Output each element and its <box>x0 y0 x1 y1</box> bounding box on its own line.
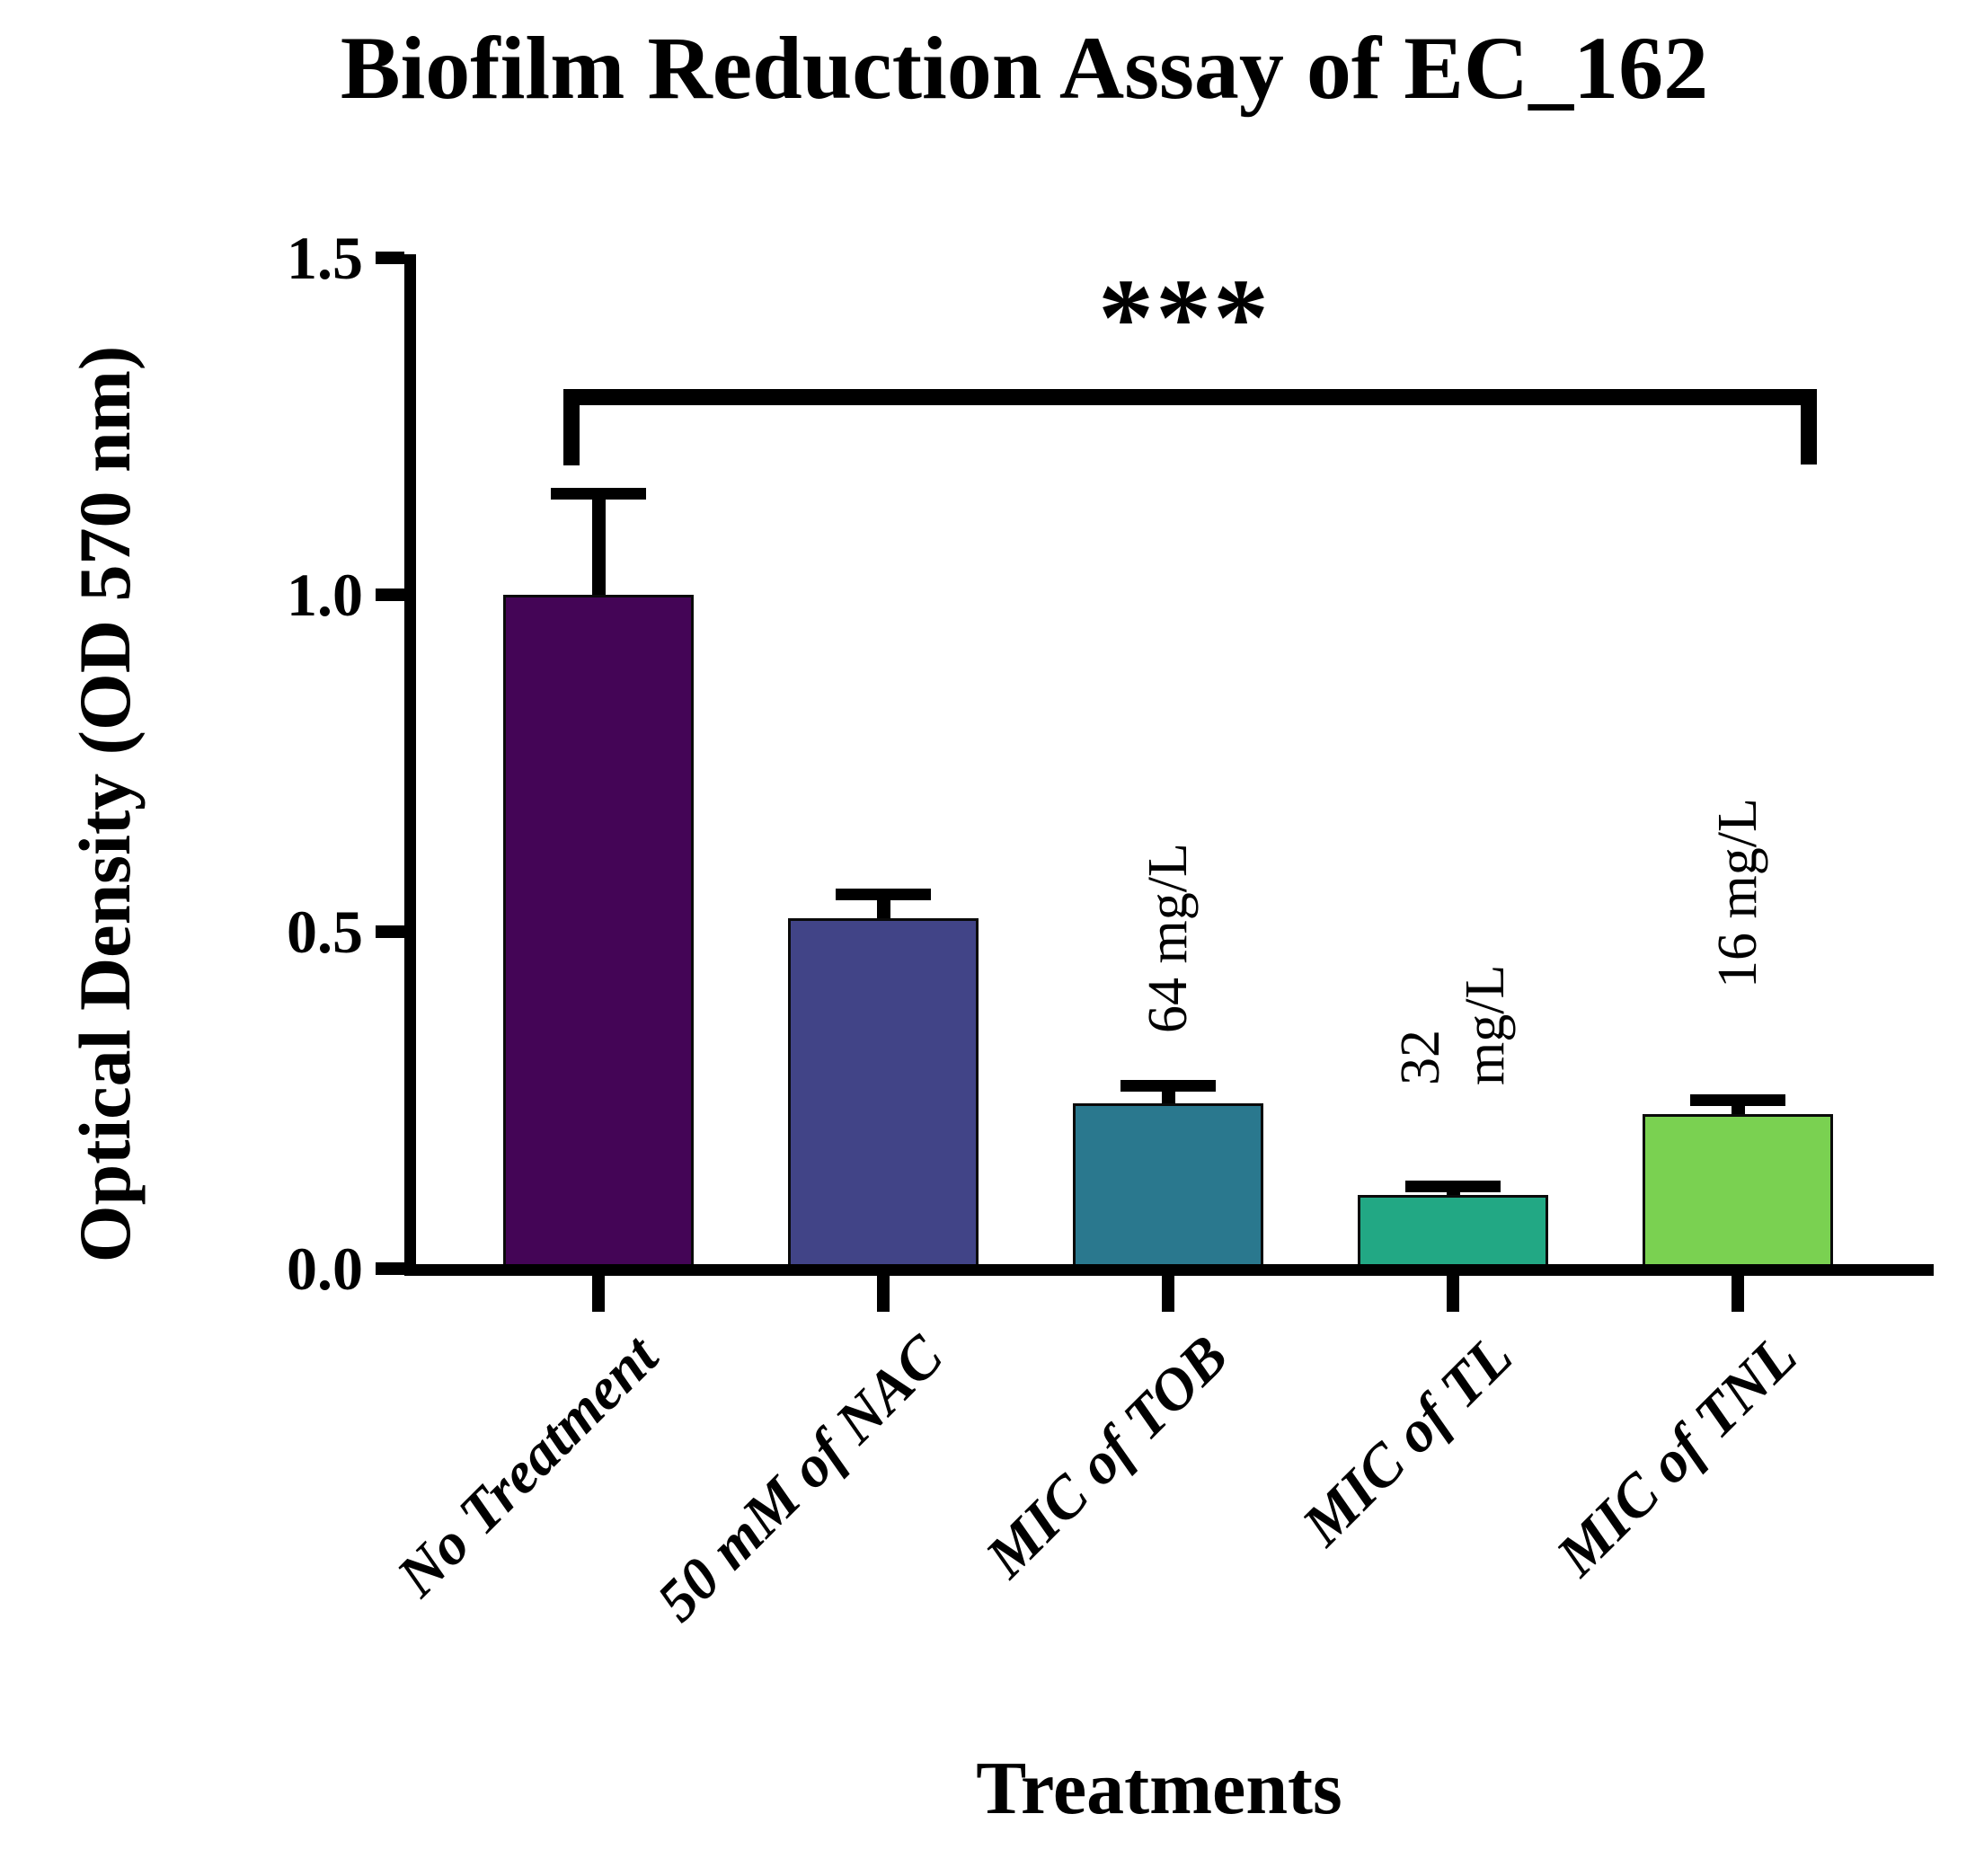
x-axis-label: Treatments <box>976 1747 1342 1830</box>
significance-bracket-left-drop <box>563 389 580 465</box>
chart-title: Biofilm Reduction Assay of EC_162 <box>340 18 1709 118</box>
significance-bracket-horizontal <box>563 389 1817 405</box>
y-tick-1.5 <box>376 252 404 264</box>
y-tick-label-1.0: 1.0 <box>287 561 363 629</box>
bar-no-treatment <box>503 595 694 1269</box>
x-tick-mic-of-tob <box>1162 1276 1174 1312</box>
bar-annotation-mic-of-tnl: 16 mg/L <box>1707 798 1768 988</box>
bar-mic-of-tl <box>1358 1194 1548 1269</box>
y-tick-label-1.5: 1.5 <box>287 224 363 292</box>
significance-bracket-right-drop <box>1801 389 1817 465</box>
bar-mic-of-tnl <box>1643 1113 1833 1269</box>
x-tick-label-text-mic-of-tnl: MIC of TNL <box>1544 1323 1811 1588</box>
error-bar-cap-no-treatment <box>551 488 646 500</box>
y-axis-line <box>404 254 416 1276</box>
x-tick-label-mic-of-tnl: MIC of TNL <box>1190 1323 1810 1588</box>
x-tick-mic-of-tnl <box>1732 1276 1744 1312</box>
y-tick-1.0 <box>376 588 404 601</box>
y-tick-label-0.5: 0.5 <box>287 898 363 966</box>
error-bar-cap-mic-of-tob <box>1120 1079 1216 1092</box>
error-bar-cap-mic-of-tnl <box>1690 1094 1785 1106</box>
y-tick-0.5 <box>376 925 404 938</box>
bar-50-mm-of-nac <box>788 918 979 1269</box>
error-bar-cap-50-mm-of-nac <box>836 889 931 901</box>
significance-stars: *** <box>1098 256 1271 379</box>
x-axis-line <box>404 1264 1934 1276</box>
bar-mic-of-tob <box>1073 1103 1263 1269</box>
x-tick-no-treatment <box>592 1276 605 1312</box>
y-tick-label-0.0: 0.0 <box>287 1234 363 1303</box>
x-tick-mic-of-tl <box>1447 1276 1459 1312</box>
y-tick-0.0 <box>376 1262 404 1275</box>
y-axis-label: Optical Density (OD 570 nm) <box>64 345 146 1263</box>
error-bar-cap-mic-of-tl <box>1405 1181 1501 1192</box>
error-bar-stem-50-mm-of-nac <box>876 894 890 918</box>
x-tick-50-mm-of-nac <box>877 1276 890 1312</box>
bar-annotation-mic-of-tl: 32 mg/L <box>1390 964 1516 1085</box>
bar-annotation-mic-of-tob: 64 mg/L <box>1138 843 1199 1033</box>
error-bar-stem-no-treatment <box>591 493 606 595</box>
